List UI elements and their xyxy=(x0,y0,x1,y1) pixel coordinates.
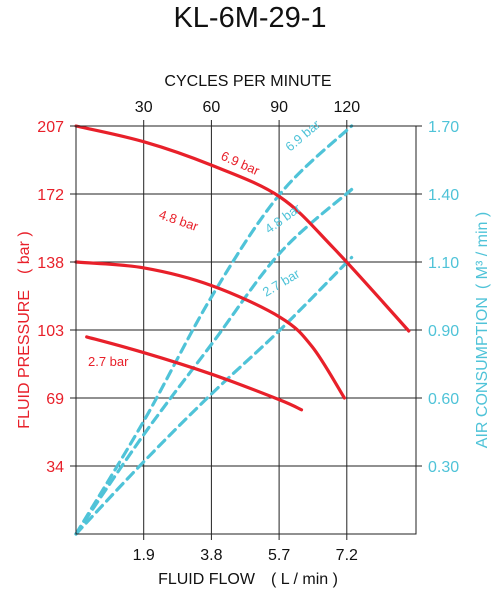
air-series-label: 6.9 bar xyxy=(282,116,323,154)
left-tick-label: 69 xyxy=(46,391,64,408)
right-tick-label: 0.90 xyxy=(428,323,459,340)
left-tick-label: 172 xyxy=(37,187,64,204)
tick-labels: 34 0.30 69 0.60 103 0.90 138 1.10 172 1.40 207 1.70… xyxy=(37,99,459,564)
right-tick-label: 1.70 xyxy=(428,119,459,136)
bottom-axis-title: FLUID FLOW ( L / min ) xyxy=(158,571,338,588)
bottom-tick-label: 3.8 xyxy=(200,547,222,564)
right-tick-label: 0.30 xyxy=(428,459,459,476)
left-tick-label: 103 xyxy=(37,323,64,340)
right-tick-label: 1.40 xyxy=(428,187,459,204)
bottom-tick-label: 1.9 xyxy=(133,547,155,564)
pressure-curve-48 xyxy=(74,260,346,400)
pressure-curve-27 xyxy=(85,335,304,412)
bottom-tick-label: 7.2 xyxy=(336,547,358,564)
top-tick-label: 60 xyxy=(203,99,221,116)
top-tick-label: 30 xyxy=(135,99,153,116)
fluid-pressure-curves xyxy=(74,124,411,412)
left-tick-label: 207 xyxy=(37,119,64,136)
top-tick-label: 120 xyxy=(333,99,360,116)
right-axis-title: AIR CONSUMPTION ( M³ / min ) xyxy=(474,212,491,448)
right-tick-label: 1.10 xyxy=(428,255,459,272)
air-curve-48 xyxy=(74,187,354,536)
left-axis-title: FLUID PRESSURE ( bar ) xyxy=(16,231,33,428)
top-axis-title: CYCLES PER MINUTE xyxy=(164,73,331,90)
air-curve-27 xyxy=(74,255,354,536)
left-tick-label: 34 xyxy=(46,459,64,476)
pressure-series-label: 4.8 bar xyxy=(157,207,201,235)
grid-lines xyxy=(76,126,416,534)
air-curve-69 xyxy=(74,124,354,536)
chart-title: KL-6M-29-1 xyxy=(173,2,327,34)
left-tick-label: 138 xyxy=(37,255,64,272)
right-axis-title-main: AIR CONSUMPTION xyxy=(474,297,491,448)
pressure-curve-69 xyxy=(74,124,411,333)
pressure-series-label: 6.9 bar xyxy=(219,148,263,178)
pressure-series-label: 2.7 bar xyxy=(88,354,129,369)
top-tick-label: 90 xyxy=(270,99,288,116)
bottom-tick-label: 5.7 xyxy=(268,547,290,564)
right-axis-title-unit: ( M³ / min ) xyxy=(474,212,491,289)
right-tick-label: 0.60 xyxy=(428,391,459,408)
air-series-label: 4.8 bar xyxy=(262,200,304,236)
air-consumption-curves xyxy=(74,124,354,536)
